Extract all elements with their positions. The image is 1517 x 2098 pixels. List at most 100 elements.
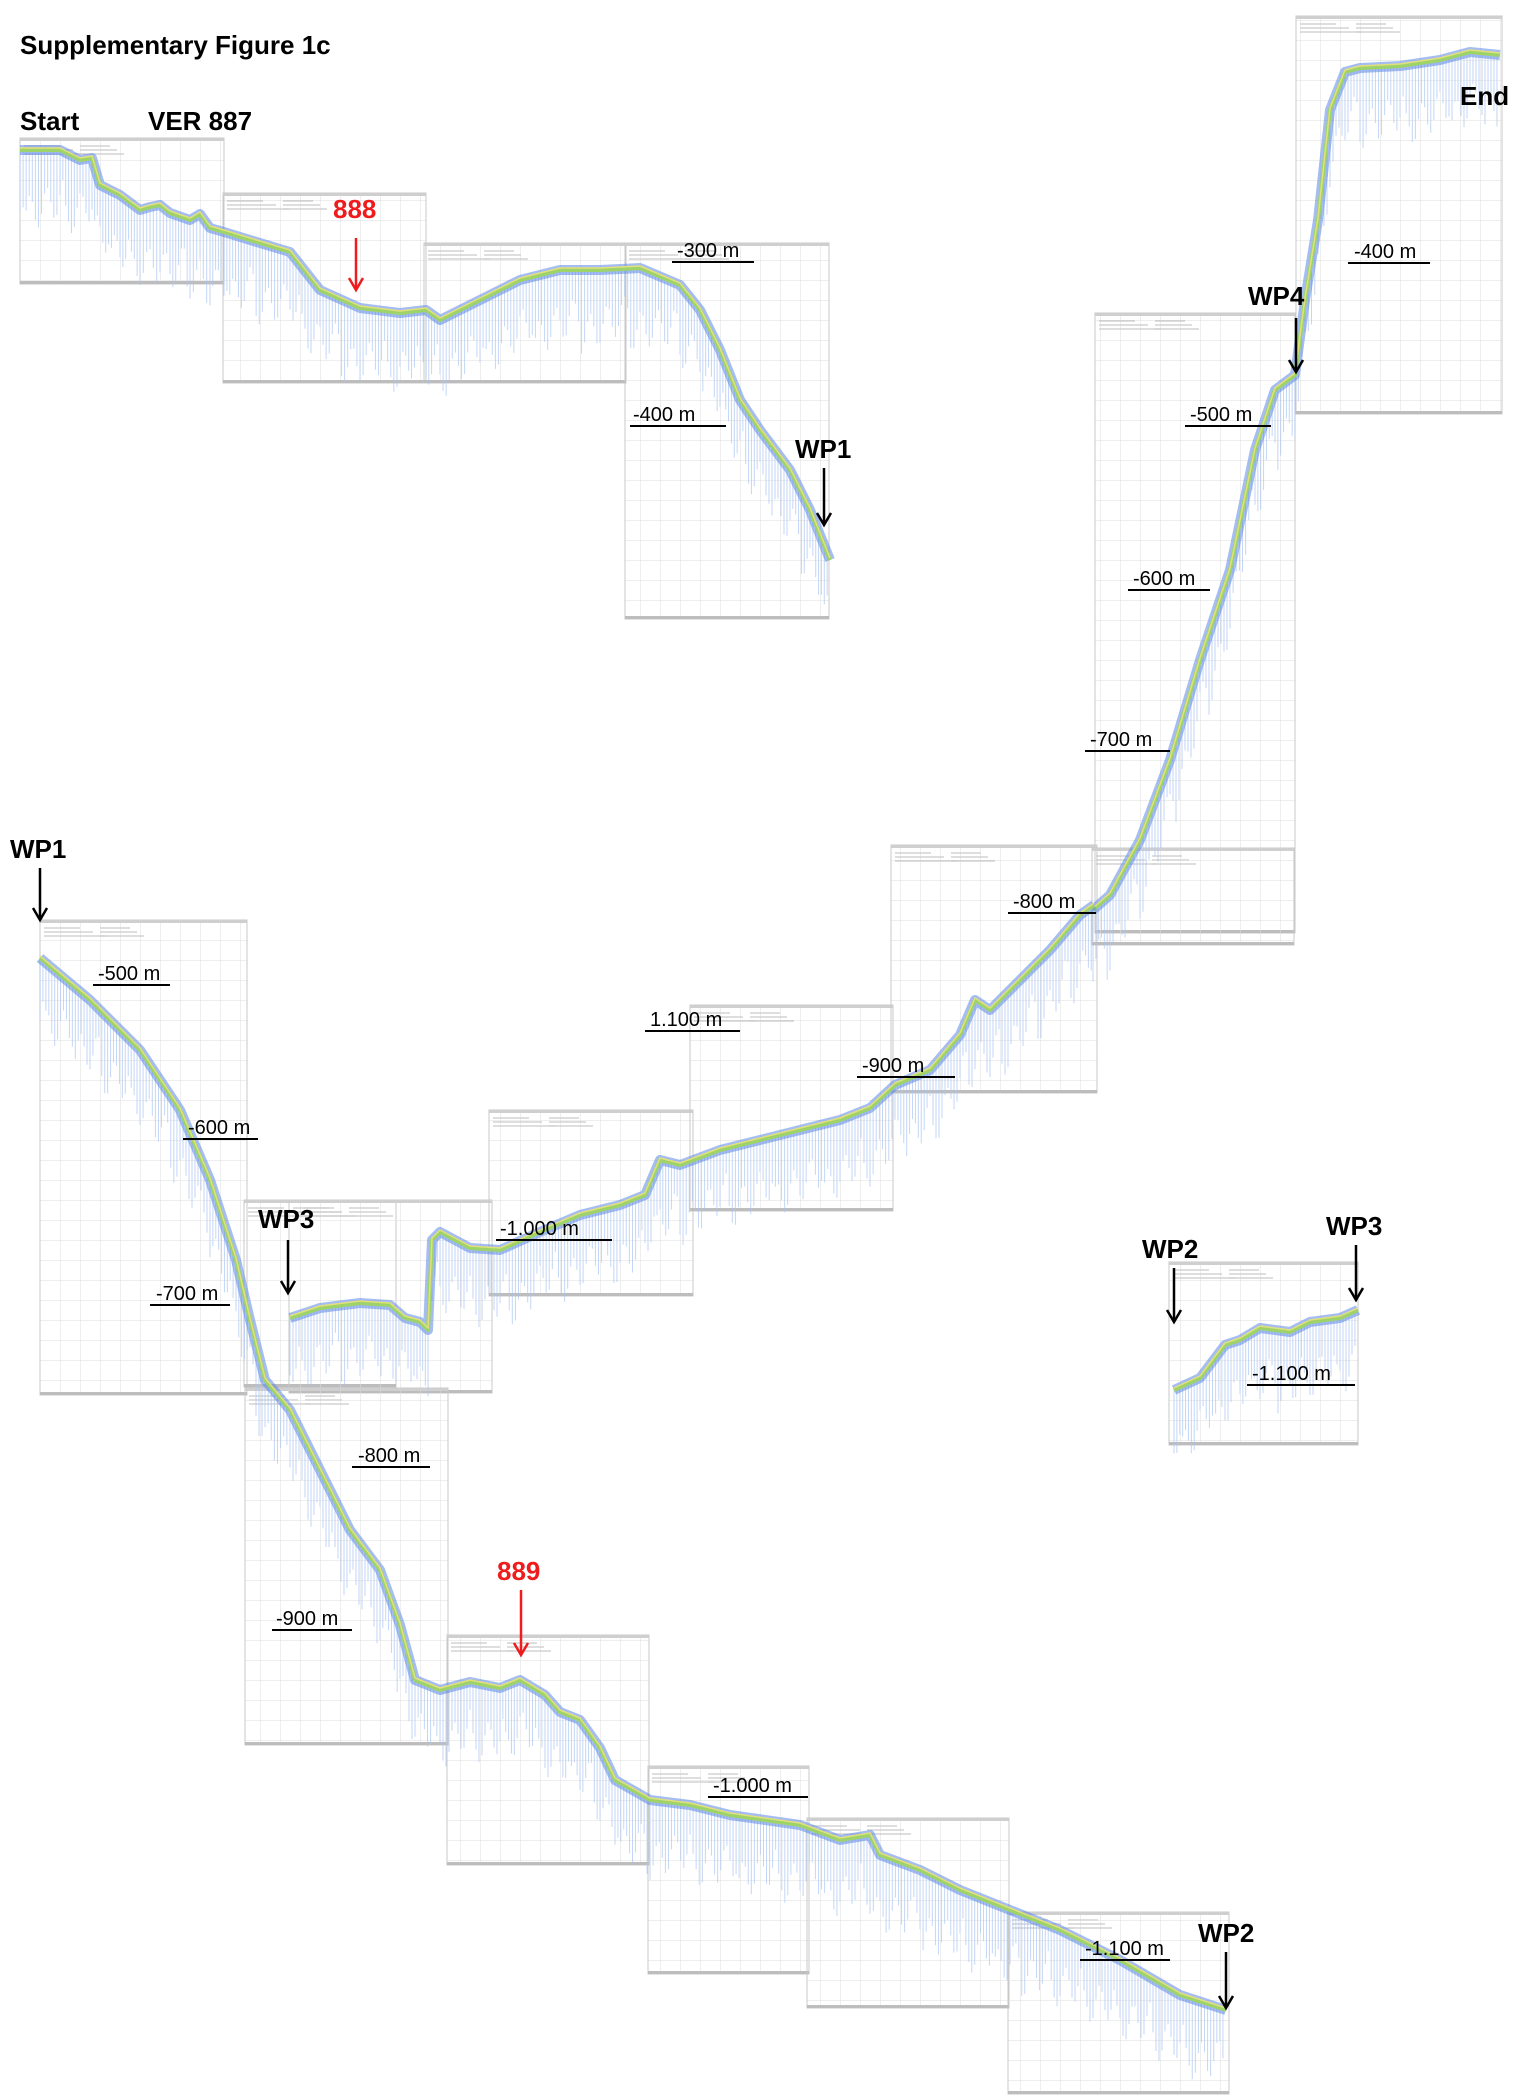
- wp4-label: WP4: [1248, 281, 1305, 311]
- arrow-head: [347, 277, 365, 293]
- panel-footer-bar: [1296, 411, 1502, 414]
- depth-label-600-left: -600 m: [188, 1117, 250, 1139]
- panel-header-bar: [1092, 848, 1294, 851]
- down-arrow: [31, 868, 49, 923]
- seafloor-green-line: [1173, 1308, 1359, 1392]
- panel-footer-bar: [690, 1208, 893, 1211]
- panel-footer-bar: [625, 616, 829, 619]
- start-label: Start: [20, 106, 80, 136]
- panel-header-bar: [891, 845, 1097, 848]
- panel-header-bar: [424, 243, 626, 246]
- panel-grid: [288, 1199, 493, 1394]
- wp3-label-left: WP3: [258, 1204, 314, 1234]
- figure-title: Supplementary Figure 1c: [20, 30, 331, 60]
- echogram-panel: [624, 242, 830, 620]
- depth-label-600-right: -600 m: [1133, 568, 1195, 590]
- seafloor-yellow-line: [20, 147, 831, 559]
- seafloor-yellow-line: [1092, 49, 1501, 909]
- panel-grid: [1295, 15, 1503, 415]
- depth-label-1000-right: -1.000 m: [500, 1218, 579, 1240]
- panel-header-bar: [1095, 313, 1295, 316]
- depth-label-300: -300 m: [677, 240, 739, 262]
- wp2-label-inset: WP2: [1142, 1234, 1198, 1264]
- panel-grid: [624, 242, 830, 620]
- echogram-panel: [1168, 1261, 1359, 1446]
- depth-label-700-left: -700 m: [156, 1283, 218, 1305]
- panel-footer-bar: [1169, 1442, 1358, 1445]
- arrow-head: [279, 1280, 297, 1296]
- seafloor-yellow-line: [289, 902, 1095, 1329]
- depth-label-900-left: -900 m: [276, 1608, 338, 1630]
- down-arrow: [1347, 1245, 1365, 1303]
- seafloor-profiles: [19, 47, 1501, 2080]
- seafloor-profile: [1089, 47, 1501, 982]
- panel-footer-bar: [424, 380, 626, 383]
- dive-label: VER 887: [148, 106, 252, 136]
- down-arrow: [279, 1240, 297, 1296]
- echogram-panel: [689, 1004, 894, 1212]
- panel-header-bar: [20, 138, 224, 141]
- panel-footer-bar: [447, 1862, 649, 1865]
- panel-grid: [39, 919, 248, 1396]
- echogram-panel: [488, 1109, 694, 1297]
- arrow-head: [1347, 1287, 1365, 1303]
- panel-header-bar: [807, 1818, 1009, 1821]
- down-arrow: [1217, 1952, 1235, 2011]
- arrow-head: [31, 907, 49, 923]
- panel-header-bar: [1169, 1262, 1358, 1265]
- panel-footer-bar: [1008, 2091, 1229, 2094]
- end-label: End: [1460, 81, 1509, 111]
- wp1-label-left: WP1: [10, 834, 66, 864]
- echogram-panel: [1295, 15, 1503, 415]
- down-arrow: [512, 1590, 530, 1658]
- panel-header-bar: [223, 193, 426, 196]
- panel-footer-bar: [223, 380, 426, 383]
- depth-label-1100-inset: -1.100 m: [1252, 1363, 1331, 1385]
- seafloor-profile: [1171, 1305, 1361, 1454]
- depth-label-1000-bottom: -1.000 m: [713, 1775, 792, 1797]
- panel-header-bar: [489, 1110, 693, 1113]
- seafloor-green-line: [20, 148, 832, 561]
- depth-label-500-left: -500 m: [98, 963, 160, 985]
- depth-label-1100-right: 1.100 m: [650, 1009, 722, 1031]
- down-arrow: [815, 468, 833, 528]
- arrow-head: [815, 512, 833, 528]
- panel-header-bar: [245, 1388, 448, 1391]
- station-888-label: 888: [333, 194, 376, 224]
- wp1-label-top: WP1: [795, 434, 851, 464]
- panel-header-bar: [40, 920, 247, 923]
- panel-header-bar: [625, 243, 829, 246]
- seafloor-yellow-line: [1173, 1307, 1359, 1389]
- panel-header-bar: [289, 1200, 492, 1203]
- wp2-label-bottom: WP2: [1198, 1918, 1254, 1948]
- arrows: [31, 238, 1365, 2011]
- arrow-head: [1287, 359, 1305, 375]
- echogram-panel: [288, 1199, 493, 1394]
- seafloor-profile: [36, 954, 1228, 2080]
- panel-header-bar: [1296, 16, 1502, 19]
- seafloor-profile: [288, 900, 1097, 1397]
- arrow-head: [1217, 1995, 1235, 2011]
- panel-header-bar: [1008, 1912, 1229, 1915]
- panel-footer-bar: [245, 1742, 448, 1745]
- depth-label-1100-bottom: -1.100 m: [1085, 1938, 1164, 1960]
- panel-header-bar: [648, 1766, 809, 1769]
- depth-label-800-left: -800 m: [358, 1445, 420, 1467]
- panel-footer-bar: [648, 1971, 809, 1974]
- panel-header-bar: [447, 1635, 649, 1638]
- panel-footer-bar: [807, 2005, 1009, 2008]
- depth-label-700-right: -700 m: [1090, 729, 1152, 751]
- arrow-head: [512, 1642, 530, 1658]
- seafloor-profile: [19, 145, 835, 605]
- seafloor-yellow-line: [39, 955, 1227, 2009]
- panel-grid: [488, 1109, 694, 1297]
- panel-header-bar: [690, 1005, 893, 1008]
- panel-footer-bar: [1092, 942, 1294, 945]
- panel-footer-bar: [40, 1392, 247, 1395]
- seafloor-green-line: [289, 903, 1096, 1332]
- panel-footer-bar: [20, 281, 224, 284]
- depth-label-400: -400 m: [633, 404, 695, 426]
- echogram-panel: [39, 919, 248, 1396]
- depth-label-500-right: -500 m: [1190, 404, 1252, 426]
